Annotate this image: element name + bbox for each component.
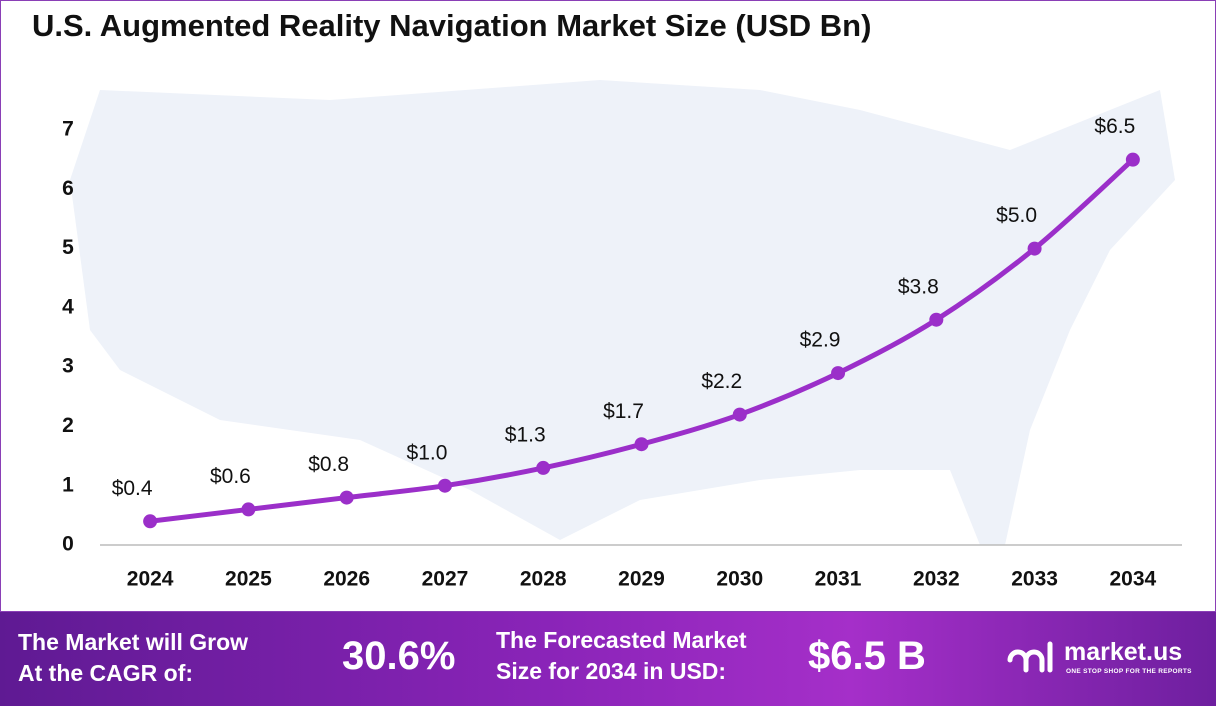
y-tick-label: 5 (62, 236, 74, 259)
point (929, 312, 944, 327)
x-tick-label: 2031 (815, 568, 862, 591)
x-tick-label: 2032 (913, 568, 960, 591)
cagr-line: At the CAGR of: (18, 660, 194, 686)
value-label: $0.8 (308, 453, 349, 476)
point (1027, 241, 1042, 256)
y-tick-label: 1 (62, 473, 74, 496)
value-label: $2.9 (800, 329, 841, 352)
forecast-value: $6.5 B (808, 634, 926, 678)
value-label: $6.5 (1094, 115, 1135, 138)
x-tick-label: 2034 (1110, 568, 1157, 591)
point (1125, 152, 1140, 167)
y-tick-label: 7 (62, 118, 74, 141)
forecast-line: Size for 2034 in USD: (496, 658, 727, 684)
chart: U.S. Augmented Reality Navigation Market… (0, 0, 1216, 612)
x-tick-label: 2024 (127, 568, 174, 591)
x-tick-label: 2030 (716, 568, 763, 591)
y-tick-label: 2 (62, 414, 74, 437)
logo-icon (1007, 641, 1053, 673)
value-label: $3.8 (898, 275, 939, 298)
footer: The Market will Grow At the CAGR of: 30.6… (0, 612, 1216, 706)
point (143, 514, 158, 529)
y-tick-label: 6 (62, 177, 74, 200)
x-tick-label: 2028 (520, 568, 567, 591)
x-tick-label: 2026 (323, 568, 370, 591)
value-label: $2.2 (701, 370, 742, 393)
chart-title: U.S. Augmented Reality Navigation Market… (32, 8, 871, 43)
point (536, 460, 551, 475)
x-tick-label: 2029 (618, 568, 665, 591)
y-tick-label: 0 (62, 533, 74, 556)
point (241, 502, 256, 517)
map-background (70, 80, 1175, 545)
x-tick-label: 2025 (225, 568, 272, 591)
value-label: $5.0 (996, 204, 1037, 227)
value-label: $1.0 (407, 441, 448, 464)
forecast-line: The Forecasted Market (496, 627, 747, 653)
cagr-text: The Market will Grow At the CAGR of: (18, 627, 248, 689)
point (831, 366, 846, 381)
forecast-text: The Forecasted Market Size for 2034 in US… (496, 625, 747, 687)
value-label: $1.3 (505, 423, 546, 446)
value-label: $0.6 (210, 465, 251, 488)
value-label: $0.4 (112, 477, 153, 500)
point (634, 437, 649, 452)
logo: market.us (1064, 638, 1183, 666)
value-label: $1.7 (603, 400, 644, 423)
x-tick-label: 2033 (1011, 568, 1058, 591)
x-tick-label: 2027 (422, 568, 469, 591)
point (437, 478, 452, 493)
cagr-line: The Market will Grow (18, 629, 249, 655)
line (149, 157, 1135, 524)
point (339, 490, 354, 505)
point (732, 407, 747, 422)
tagline: ONE STOP SHOP FOR THE REPORTS (1066, 668, 1192, 675)
cagr-value: 30.6% (342, 634, 456, 678)
y-tick-label: 4 (62, 295, 74, 318)
y-tick-label: 3 (62, 355, 74, 378)
